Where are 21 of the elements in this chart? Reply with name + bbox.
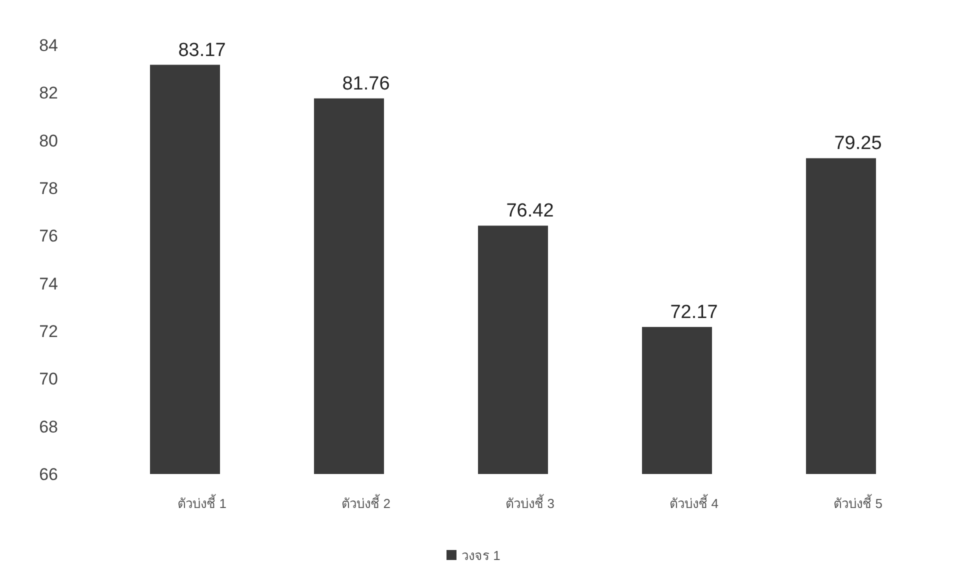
y-tick-label: 84 xyxy=(39,36,58,55)
y-tick-label: 74 xyxy=(39,274,58,294)
x-tick-label: ตัวบ่งชี้ 2 xyxy=(342,494,390,511)
data-label: 83.17 xyxy=(178,40,226,61)
data-label: 72.17 xyxy=(670,302,718,323)
x-tick-label: ตัวบ่งชี้ 4 xyxy=(670,494,718,511)
x-tick-label: ตัวบ่งชี้ 1 xyxy=(178,494,226,511)
y-tick-label: 68 xyxy=(39,417,58,436)
data-label: 81.76 xyxy=(342,73,390,94)
data-label: 79.25 xyxy=(834,133,882,154)
y-tick-label: 76 xyxy=(39,226,58,246)
x-tick-label: ตัวบ่งชี้ 3 xyxy=(506,494,554,511)
y-tick-label: 82 xyxy=(39,84,58,103)
y-tick-label: 66 xyxy=(39,465,58,484)
y-tick-label: 78 xyxy=(39,179,58,198)
y-tick-label: 72 xyxy=(39,322,58,341)
y-tick-label: 80 xyxy=(39,131,58,150)
legend-label: วงจร 1 xyxy=(462,548,500,563)
x-tick-label: ตัวบ่งชี้ 5 xyxy=(834,494,882,511)
data-label: 76.42 xyxy=(506,200,554,222)
y-tick-label: 70 xyxy=(39,370,58,389)
